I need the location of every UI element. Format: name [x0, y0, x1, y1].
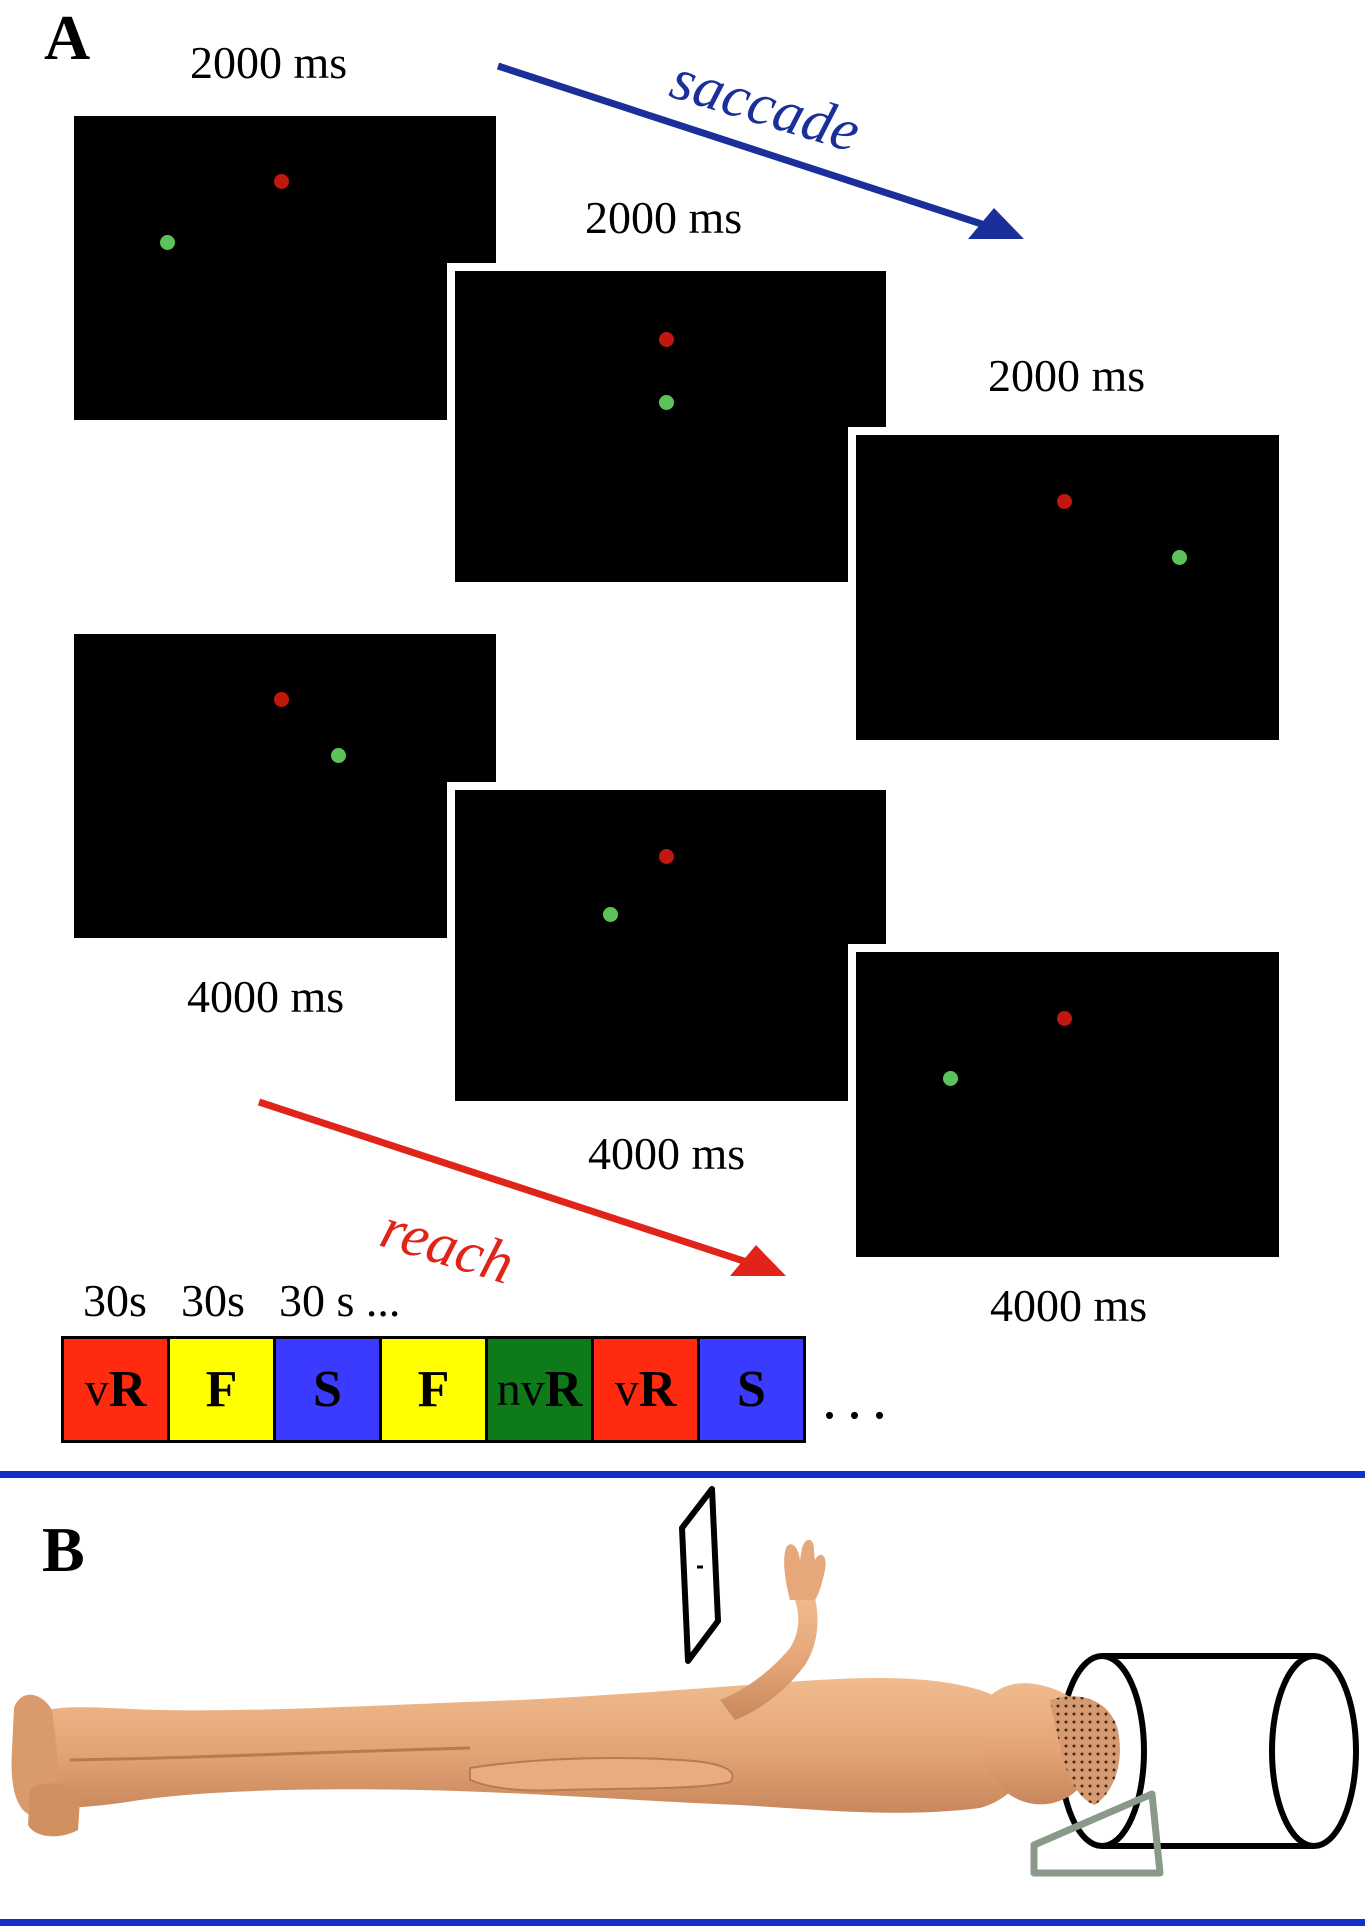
reach-screen-3 [848, 944, 1287, 1265]
reach-screen-2 [447, 782, 894, 1109]
reach-duration-1: 4000 ms [187, 971, 345, 1022]
saccade-screen-1 [74, 116, 496, 420]
subject-body-icon [11, 1539, 1120, 1837]
fixation-dot [274, 174, 289, 189]
panel-a-label: A [44, 2, 91, 73]
saccade-duration-1: 2000 ms [190, 37, 348, 88]
panel-divider-bottom [0, 1919, 1365, 1926]
head-support-icon [1030, 1790, 1164, 1877]
saccade-screen-2 [447, 263, 894, 590]
block-fixation: F [382, 1339, 488, 1440]
reach-screen-1 [74, 634, 496, 938]
scanner-opening-icon [1269, 1653, 1359, 1849]
block-nonvisual-reach: nv R [488, 1339, 594, 1440]
timeline-ellipsis: ... [822, 1365, 897, 1431]
reach-duration-3: 4000 ms [990, 1280, 1148, 1331]
target-dot [1172, 550, 1187, 565]
panel-divider-top [0, 1471, 1365, 1478]
panel-b-label: B [42, 1514, 85, 1585]
block-label: F [205, 1360, 238, 1418]
saccade-duration-2: 2000 ms [585, 192, 743, 243]
fixation-dot [659, 849, 674, 864]
block-label: S [737, 1360, 766, 1418]
block-label: R [544, 1360, 583, 1418]
target-dot [603, 907, 618, 922]
fixation-dot [1057, 1011, 1072, 1026]
block-duration-1: 30s [83, 1275, 147, 1326]
saccade-screen-3 [848, 427, 1287, 748]
block-saccade: S [276, 1339, 382, 1440]
block-duration-2: 30s [181, 1275, 245, 1326]
saccade-arrow [496, 62, 1024, 239]
block-saccade: S [700, 1339, 803, 1440]
fixation-dot [659, 332, 674, 347]
fixation-dot [274, 692, 289, 707]
block-label: F [417, 1360, 450, 1418]
block-prefix: v [84, 1362, 109, 1416]
target-dot [331, 748, 346, 763]
block-prefix: nv [496, 1362, 545, 1416]
target-dot [943, 1071, 958, 1086]
block-fixation: F [170, 1339, 276, 1440]
block-label: S [313, 1360, 342, 1418]
fixation-dot [1057, 494, 1072, 509]
block-label: R [638, 1360, 677, 1418]
block-label: R [108, 1360, 147, 1418]
block-prefix: v [614, 1362, 639, 1416]
block-duration-3: 30 s ... [279, 1275, 401, 1326]
target-dot [160, 235, 175, 250]
reach-arrow [257, 1098, 786, 1276]
saccade-duration-3: 2000 ms [988, 350, 1146, 401]
reach-duration-2: 4000 ms [588, 1128, 746, 1179]
target-dot [659, 395, 674, 410]
mirror-icon [679, 1486, 721, 1664]
